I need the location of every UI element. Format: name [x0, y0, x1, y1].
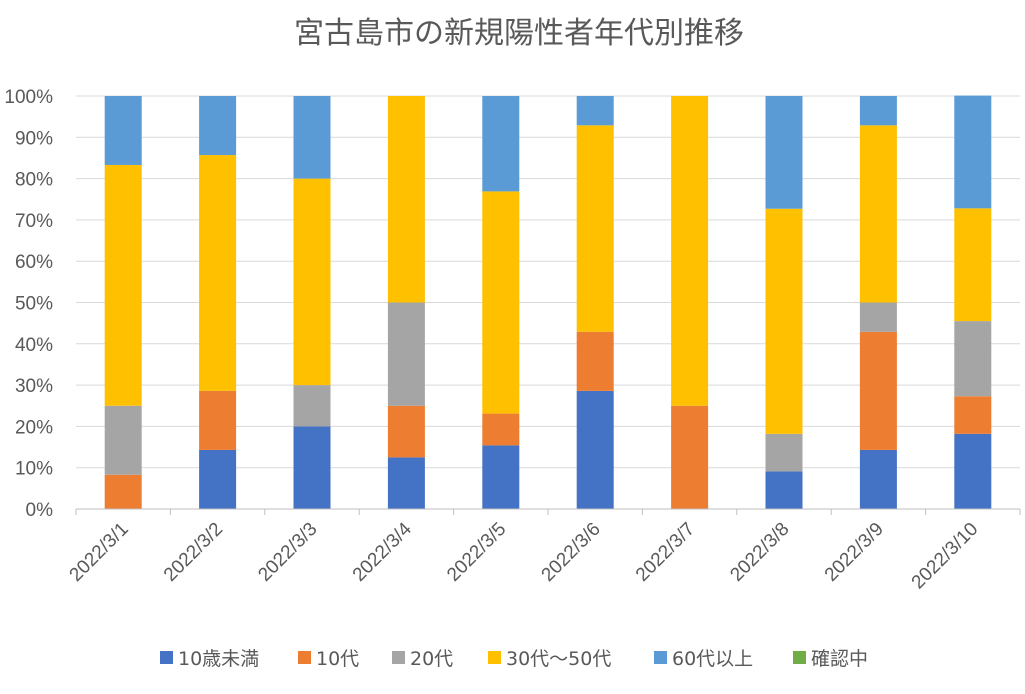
- y-axis-ticks: 0% 10% 20% 30% 40% 50% 60% 70% 80% 90% 100%: [4, 87, 53, 521]
- y-tick-label: 20%: [15, 417, 53, 438]
- bar-segment: [954, 321, 992, 397]
- bar-segment: [387, 96, 425, 303]
- bar-segment: [576, 390, 614, 509]
- bar-segment: [859, 125, 897, 303]
- bar-segment: [576, 125, 614, 332]
- bar-segment: [954, 208, 992, 322]
- bar-segment: [765, 96, 803, 209]
- x-tick-label: 2022/3/5: [443, 519, 510, 586]
- legend-swatch: [298, 651, 311, 664]
- legend-label: 20代: [410, 648, 453, 670]
- bar-segment: [293, 426, 331, 509]
- y-tick-label: 0%: [26, 500, 54, 521]
- bar-segment: [199, 390, 237, 450]
- bar-segment: [387, 302, 425, 406]
- bar-segment: [954, 396, 992, 434]
- y-tick-label: 50%: [15, 294, 53, 315]
- bar-segment: [199, 96, 237, 156]
- bars: [104, 95, 992, 509]
- x-tick-label: 2022/3/10: [908, 519, 983, 594]
- bar-segment: [671, 96, 709, 406]
- bar-segment: [104, 164, 142, 406]
- legend-swatch: [793, 651, 806, 664]
- y-tick-label: 80%: [15, 170, 53, 191]
- bar-segment: [859, 302, 897, 332]
- bar-segment: [293, 385, 331, 427]
- y-tick-label: 30%: [15, 376, 53, 397]
- x-tick-label: 2022/3/9: [821, 519, 888, 586]
- bar-segment: [293, 96, 331, 179]
- bar-segment: [199, 155, 237, 391]
- y-tick-label: 60%: [15, 252, 53, 273]
- bar-segment: [859, 96, 897, 126]
- bar-segment: [387, 405, 425, 458]
- legend-swatch: [160, 651, 173, 664]
- x-tick-label: 2022/3/4: [349, 518, 416, 585]
- x-tick-label: 2022/3/2: [160, 519, 227, 586]
- y-tick-label: 100%: [4, 87, 53, 108]
- bar-segment: [671, 405, 709, 509]
- legend-swatch: [392, 651, 405, 664]
- y-tick-label: 10%: [15, 459, 53, 480]
- x-axis: [75, 508, 1021, 515]
- bar-segment: [199, 449, 237, 509]
- legend-label: 10代: [316, 648, 359, 670]
- bar-segment: [765, 433, 803, 472]
- legend-swatch: [488, 651, 501, 664]
- x-tick-label: 2022/3/7: [632, 519, 699, 586]
- bar-segment: [482, 96, 520, 192]
- y-tick-label: 70%: [15, 211, 53, 232]
- bar-segment: [765, 471, 803, 509]
- bar-segment: [765, 208, 803, 434]
- bar-segment: [482, 445, 520, 509]
- legend: 10歳未満 10代 20代 30代～50代 60代以上 確認中: [160, 648, 868, 670]
- x-tick-label: 2022/3/3: [254, 519, 321, 586]
- legend-label: 10歳未満: [178, 648, 259, 670]
- bar-segment: [104, 405, 142, 475]
- bar-segment: [954, 433, 992, 509]
- bar-segment: [482, 413, 520, 446]
- chart-title: 宮古島市の新規陽性者年代別推移: [294, 16, 744, 51]
- bar-segment: [954, 95, 992, 209]
- bar-segment: [293, 178, 331, 386]
- y-tick-label: 90%: [15, 128, 53, 149]
- x-tick-label: 2022/3/8: [726, 519, 793, 586]
- legend-label: 60代以上: [672, 648, 753, 670]
- x-tick-label: 2022/3/6: [538, 519, 605, 586]
- bar-segment: [576, 96, 614, 126]
- x-tick-label: 2022/3/1: [66, 519, 133, 586]
- bar-segment: [482, 191, 520, 414]
- bar-segment: [859, 331, 897, 450]
- legend-label: 30代～50代: [506, 648, 611, 670]
- legend-label: 確認中: [811, 648, 868, 670]
- y-tick-label: 40%: [15, 335, 53, 356]
- bar-segment: [104, 96, 142, 165]
- bar-segment: [576, 331, 614, 391]
- bar-segment: [387, 457, 425, 509]
- x-axis-ticks: 2022/3/1 2022/3/2 2022/3/3 2022/3/4 2022/3/5…: [66, 518, 983, 593]
- legend-swatch: [654, 651, 667, 664]
- bar-segment: [859, 449, 897, 509]
- bar-segment: [104, 474, 142, 509]
